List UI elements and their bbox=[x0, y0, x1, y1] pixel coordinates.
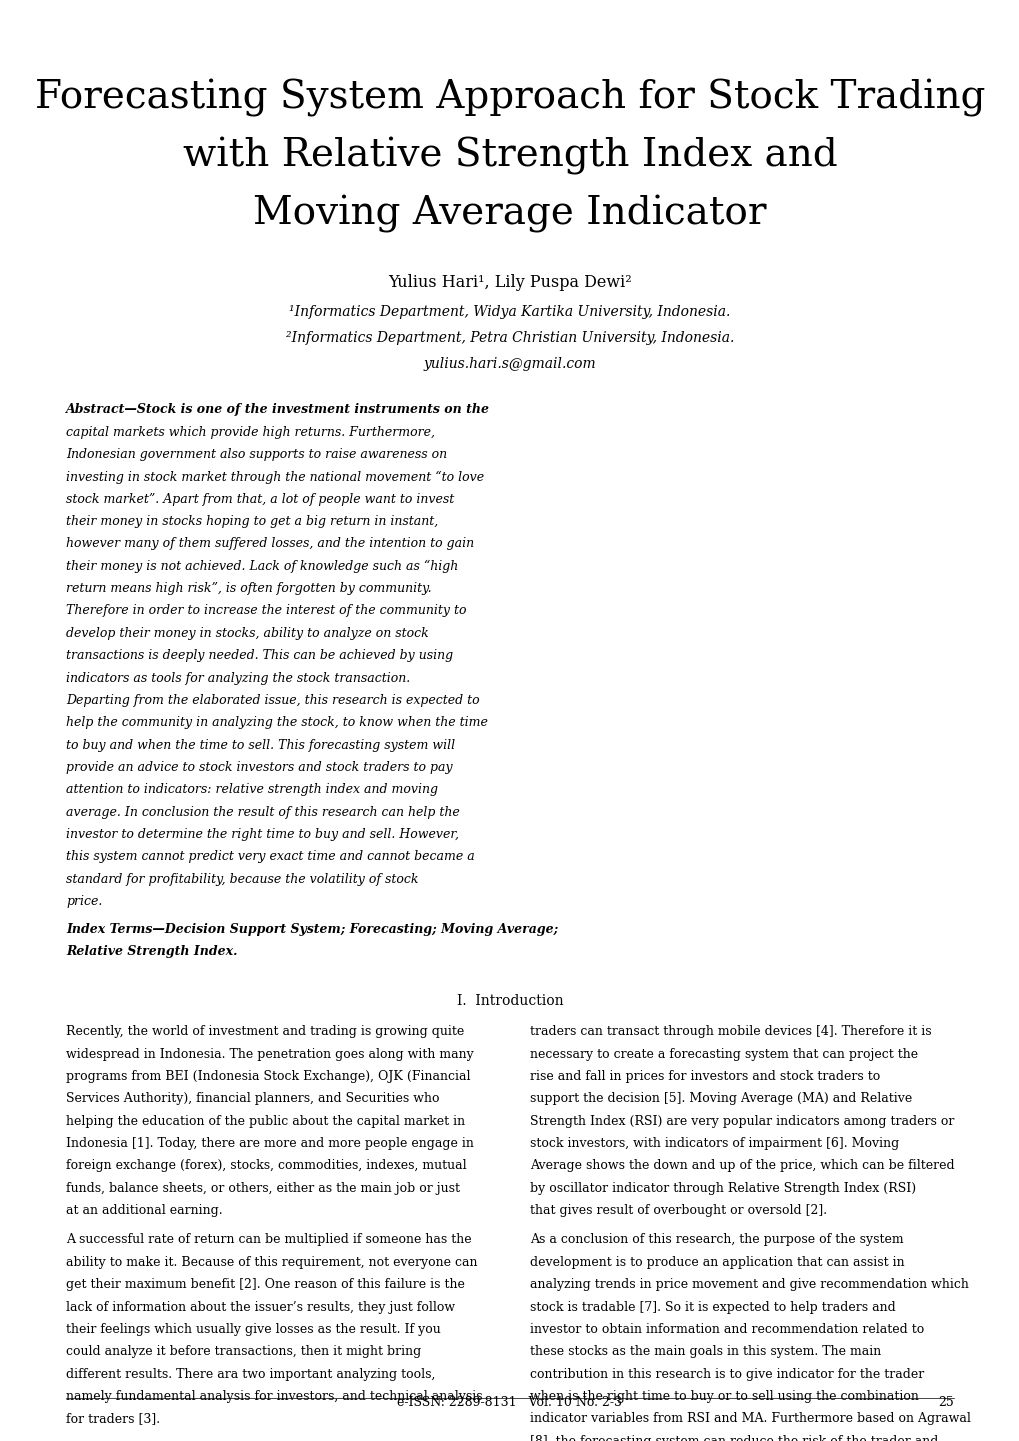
Text: that gives result of overbought or oversold [2].: that gives result of overbought or overs… bbox=[530, 1203, 826, 1218]
Text: Departing from the elaborated issue, this research is expected to: Departing from the elaborated issue, thi… bbox=[66, 693, 480, 708]
Text: with Relative Strength Index and: with Relative Strength Index and bbox=[182, 137, 837, 174]
Text: stock is tradable [7]. So it is expected to help traders and: stock is tradable [7]. So it is expected… bbox=[530, 1300, 896, 1314]
Text: indicators as tools for analyzing the stock transaction.: indicators as tools for analyzing the st… bbox=[66, 672, 411, 684]
Text: get their maximum benefit [2]. One reason of this failure is the: get their maximum benefit [2]. One reaso… bbox=[66, 1278, 465, 1291]
Text: when is the right time to buy or to sell using the combination: when is the right time to buy or to sell… bbox=[530, 1389, 918, 1404]
Text: stock investors, with indicators of impairment [6]. Moving: stock investors, with indicators of impa… bbox=[530, 1137, 899, 1150]
Text: Recently, the world of investment and trading is growing quite: Recently, the world of investment and tr… bbox=[66, 1025, 464, 1039]
Text: As a conclusion of this research, the purpose of the system: As a conclusion of this research, the pu… bbox=[530, 1233, 903, 1246]
Text: investor to determine the right time to buy and sell. However,: investor to determine the right time to … bbox=[66, 827, 459, 842]
Text: their money in stocks hoping to get a big return in instant,: their money in stocks hoping to get a bi… bbox=[66, 516, 438, 529]
Text: investing in stock market through the national movement “to love: investing in stock market through the na… bbox=[66, 471, 484, 484]
Text: investor to obtain information and recommendation related to: investor to obtain information and recom… bbox=[530, 1323, 924, 1336]
Text: these stocks as the main goals in this system. The main: these stocks as the main goals in this s… bbox=[530, 1346, 880, 1359]
Text: Relative Strength Index.: Relative Strength Index. bbox=[66, 945, 237, 958]
Text: different results. There ara two important analyzing tools,: different results. There ara two importa… bbox=[66, 1368, 435, 1380]
Text: traders can transact through mobile devices [4]. Therefore it is: traders can transact through mobile devi… bbox=[530, 1025, 931, 1039]
Text: Indonesia [1]. Today, there are more and more people engage in: Indonesia [1]. Today, there are more and… bbox=[66, 1137, 474, 1150]
Text: Abstract—Stock is one of the investment instruments on the: Abstract—Stock is one of the investment … bbox=[66, 403, 490, 416]
Text: Strength Index (RSI) are very popular indicators among traders or: Strength Index (RSI) are very popular in… bbox=[530, 1114, 954, 1128]
Text: provide an advice to stock investors and stock traders to pay: provide an advice to stock investors and… bbox=[66, 761, 452, 774]
Text: indicator variables from RSI and MA. Furthermore based on Agrawal: indicator variables from RSI and MA. Fur… bbox=[530, 1412, 970, 1425]
Text: analyzing trends in price movement and give recommendation which: analyzing trends in price movement and g… bbox=[530, 1278, 968, 1291]
Text: Moving Average Indicator: Moving Average Indicator bbox=[253, 195, 766, 232]
Text: attention to indicators: relative strength index and moving: attention to indicators: relative streng… bbox=[66, 782, 438, 797]
Text: A successful rate of return can be multiplied if someone has the: A successful rate of return can be multi… bbox=[66, 1233, 472, 1246]
Text: at an additional earning.: at an additional earning. bbox=[66, 1203, 223, 1218]
Text: foreign exchange (forex), stocks, commodities, indexes, mutual: foreign exchange (forex), stocks, commod… bbox=[66, 1159, 467, 1173]
Text: Indonesian government also supports to raise awareness on: Indonesian government also supports to r… bbox=[66, 448, 447, 461]
Text: helping the education of the public about the capital market in: helping the education of the public abou… bbox=[66, 1114, 465, 1128]
Text: necessary to create a forecasting system that can project the: necessary to create a forecasting system… bbox=[530, 1048, 918, 1061]
Text: for traders [3].: for traders [3]. bbox=[66, 1412, 160, 1425]
Text: Forecasting System Approach for Stock Trading: Forecasting System Approach for Stock Tr… bbox=[35, 79, 984, 117]
Text: e-ISSN: 2289-8131   Vol. 10 No. 2-3: e-ISSN: 2289-8131 Vol. 10 No. 2-3 bbox=[397, 1396, 622, 1409]
Text: stock market”. Apart from that, a lot of people want to invest: stock market”. Apart from that, a lot of… bbox=[66, 493, 454, 506]
Text: development is to produce an application that can assist in: development is to produce an application… bbox=[530, 1255, 904, 1270]
Text: Therefore in order to increase the interest of the community to: Therefore in order to increase the inter… bbox=[66, 604, 467, 618]
Text: this system cannot predict very exact time and cannot became a: this system cannot predict very exact ti… bbox=[66, 850, 475, 863]
Text: Index Terms—Decision Support System; Forecasting; Moving Average;: Index Terms—Decision Support System; For… bbox=[66, 922, 558, 937]
Text: widespread in Indonesia. The penetration goes along with many: widespread in Indonesia. The penetration… bbox=[66, 1048, 474, 1061]
Text: ²Informatics Department, Petra Christian University, Indonesia.: ²Informatics Department, Petra Christian… bbox=[285, 331, 734, 346]
Text: 25: 25 bbox=[937, 1396, 953, 1409]
Text: develop their money in stocks, ability to analyze on stock: develop their money in stocks, ability t… bbox=[66, 627, 429, 640]
Text: capital markets which provide high returns. Furthermore,: capital markets which provide high retur… bbox=[66, 427, 435, 440]
Text: standard for profitability, because the volatility of stock: standard for profitability, because the … bbox=[66, 872, 419, 886]
Text: could analyze it before transactions, then it might bring: could analyze it before transactions, th… bbox=[66, 1346, 421, 1359]
Text: programs from BEI (Indonesia Stock Exchange), OJK (Financial: programs from BEI (Indonesia Stock Excha… bbox=[66, 1069, 471, 1084]
Text: however many of them suffered losses, and the intention to gain: however many of them suffered losses, an… bbox=[66, 537, 474, 550]
Text: return means high risk”, is often forgotten by community.: return means high risk”, is often forgot… bbox=[66, 582, 431, 595]
Text: lack of information about the issuer’s results, they just follow: lack of information about the issuer’s r… bbox=[66, 1300, 454, 1314]
Text: their money is not achieved. Lack of knowledge such as “high: their money is not achieved. Lack of kno… bbox=[66, 559, 459, 574]
Text: I.  Introduction: I. Introduction bbox=[457, 993, 562, 1007]
Text: namely fundamental analysis for investors, and technical analysis: namely fundamental analysis for investor… bbox=[66, 1389, 482, 1404]
Text: funds, balance sheets, or others, either as the main job or just: funds, balance sheets, or others, either… bbox=[66, 1182, 460, 1195]
Text: Yulius Hari¹, Lily Puspa Dewi²: Yulius Hari¹, Lily Puspa Dewi² bbox=[388, 274, 631, 291]
Text: price.: price. bbox=[66, 895, 103, 908]
Text: ¹Informatics Department, Widya Kartika University, Indonesia.: ¹Informatics Department, Widya Kartika U… bbox=[289, 305, 730, 320]
Text: yulius.hari.s@gmail.com: yulius.hari.s@gmail.com bbox=[423, 357, 596, 372]
Text: average. In conclusion the result of this research can help the: average. In conclusion the result of thi… bbox=[66, 806, 460, 818]
Text: Services Authority), financial planners, and Securities who: Services Authority), financial planners,… bbox=[66, 1092, 439, 1105]
Text: support the decision [5]. Moving Average (MA) and Relative: support the decision [5]. Moving Average… bbox=[530, 1092, 912, 1105]
Text: by oscillator indicator through Relative Strength Index (RSI): by oscillator indicator through Relative… bbox=[530, 1182, 916, 1195]
Text: rise and fall in prices for investors and stock traders to: rise and fall in prices for investors an… bbox=[530, 1069, 879, 1084]
Text: to buy and when the time to sell. This forecasting system will: to buy and when the time to sell. This f… bbox=[66, 738, 454, 752]
Text: contribution in this research is to give indicator for the trader: contribution in this research is to give… bbox=[530, 1368, 924, 1380]
Text: transactions is deeply needed. This can be achieved by using: transactions is deeply needed. This can … bbox=[66, 648, 453, 663]
Text: their feelings which usually give losses as the result. If you: their feelings which usually give losses… bbox=[66, 1323, 440, 1336]
Text: [8], the forecasting system can reduce the risk of the trader and: [8], the forecasting system can reduce t… bbox=[530, 1435, 937, 1441]
Text: ability to make it. Because of this requirement, not everyone can: ability to make it. Because of this requ… bbox=[66, 1255, 477, 1270]
Text: Average shows the down and up of the price, which can be filtered: Average shows the down and up of the pri… bbox=[530, 1159, 954, 1173]
Text: help the community in analyzing the stock, to know when the time: help the community in analyzing the stoc… bbox=[66, 716, 488, 729]
